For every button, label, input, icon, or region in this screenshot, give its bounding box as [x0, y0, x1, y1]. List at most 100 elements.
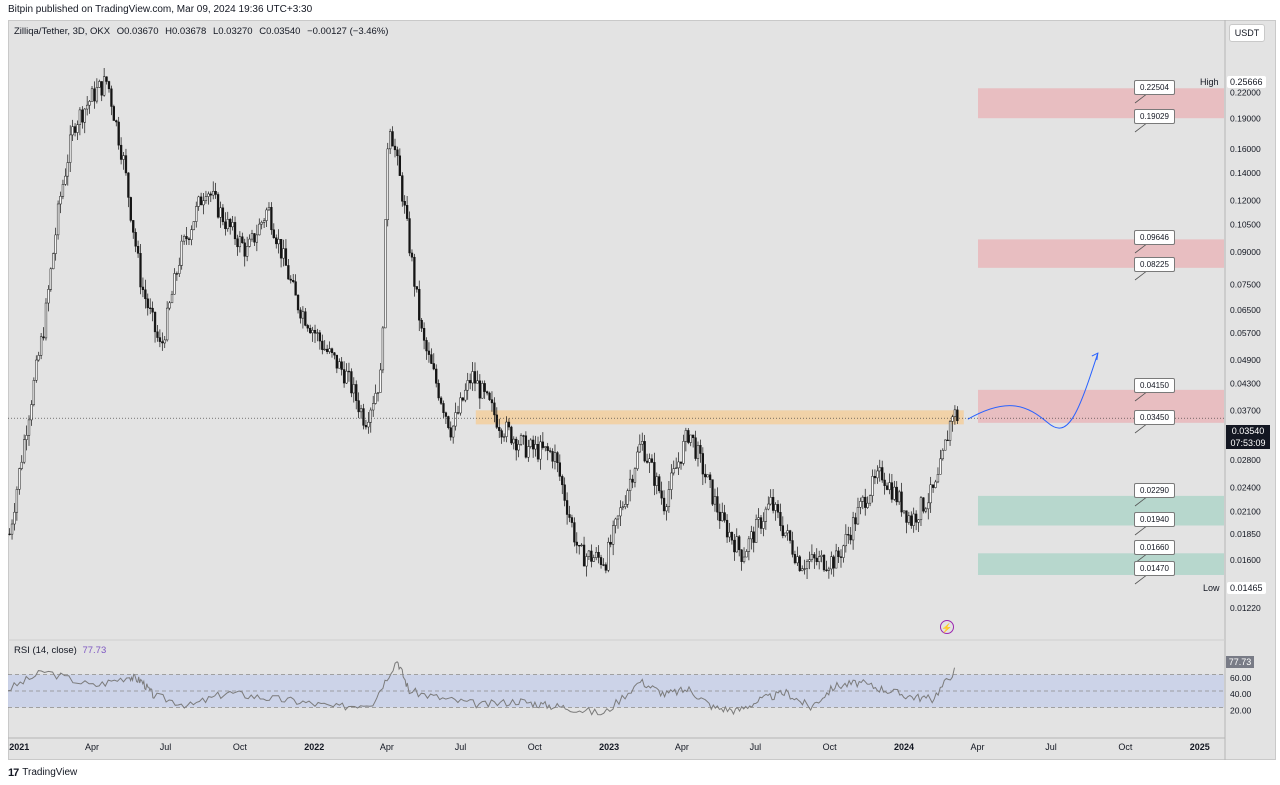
candle-2021-03-02 [66, 154, 69, 186]
annotation-layer [8, 92, 1225, 585]
candle-2023-02-26 [653, 452, 656, 496]
candle-2024-02-27 [948, 419, 952, 446]
candle-body [890, 482, 894, 500]
time-tick-label: Oct [1118, 742, 1133, 752]
chart-canvas[interactable]: 0.300000.220000.190000.160000.140000.120… [8, 20, 1276, 760]
ohlc-high: H0.03678 [165, 26, 207, 37]
candle-2021-03-20 [81, 106, 84, 129]
candle-body [134, 232, 137, 247]
candle-2023-10-21 [844, 524, 847, 553]
candle-body [907, 515, 911, 523]
candle-2021-07-03 [166, 301, 169, 342]
candle-2021-08-26 [209, 191, 212, 202]
candle-body [163, 339, 166, 344]
candle-2023-02-08 [638, 434, 641, 453]
candle-body [711, 479, 714, 505]
candle-body [209, 193, 212, 196]
candle-body [262, 220, 266, 223]
symbol-name[interactable]: Zilliqa/Tether, 3D, OKX [14, 26, 111, 37]
candle-body [372, 403, 375, 411]
candle-body [544, 446, 547, 448]
candle-2022-10-29 [556, 451, 559, 473]
candle-body [898, 491, 901, 503]
candle-body [798, 556, 801, 571]
candle-body [548, 450, 552, 452]
callout-label: 0.01940 [1134, 512, 1175, 527]
candle-2021-10-19 [253, 233, 256, 247]
candle-body [842, 545, 845, 558]
candle-body [313, 329, 317, 334]
candle-body [565, 500, 569, 515]
candle-2023-10-24 [847, 526, 850, 544]
candle-2021-02-06 [47, 285, 50, 312]
candle-2023-06-11 [738, 534, 741, 557]
candle-2023-08-07 [784, 532, 787, 538]
candle-body [941, 449, 944, 460]
candle-body [442, 403, 445, 413]
candle-2022-02-10 [345, 363, 348, 384]
candle-body [774, 504, 777, 511]
ohlc-low: L0.03270 [212, 26, 253, 37]
candle-body [37, 355, 40, 361]
candle-2022-11-25 [578, 544, 581, 555]
candle-2022-04-23 [403, 195, 406, 214]
projection-curve [967, 352, 1099, 429]
candle-2024-01-22 [919, 496, 923, 526]
rsi-legend: RSI (14, close) 77.73 [14, 645, 109, 656]
time-tick-label: Oct [233, 742, 248, 752]
candle-body [864, 496, 867, 508]
candle-2023-07-05 [757, 508, 760, 528]
candle-2022-09-29 [532, 435, 535, 458]
candle-2022-12-19 [597, 545, 600, 564]
candle-2022-02-07 [342, 361, 346, 388]
candle-2022-07-28 [481, 380, 484, 399]
candle-2021-02-27 [64, 168, 67, 186]
price-tick-label: 0.22000 [1230, 87, 1261, 97]
low-value: 0.01465 [1227, 582, 1266, 594]
candle-2022-08-03 [485, 390, 489, 396]
price-tick-label: 0.12000 [1230, 195, 1261, 205]
candle-2023-04-24 [699, 439, 702, 463]
candle-2021-06-06 [144, 279, 147, 309]
candle-2022-05-02 [410, 249, 414, 262]
candle-body [253, 233, 256, 243]
candle-2023-04-30 [704, 464, 707, 484]
candle-2023-11-26 [873, 469, 877, 485]
currency-selector[interactable]: USDT [1229, 24, 1265, 42]
candle-2022-04-17 [398, 148, 402, 176]
candle-2023-12-08 [883, 472, 886, 495]
candle-2022-01-26 [333, 352, 336, 360]
candle-2023-05-09 [711, 479, 714, 507]
candle-body [662, 497, 666, 512]
candle-body [944, 439, 947, 451]
candle-2023-12-05 [881, 460, 884, 483]
candle-body [776, 504, 780, 513]
candle-2021-12-30 [311, 326, 314, 342]
candle-2022-12-25 [602, 558, 605, 567]
candle-body [420, 319, 423, 329]
candle-2022-08-27 [505, 416, 508, 443]
candle-body [834, 550, 838, 569]
candle-2021-07-09 [170, 290, 174, 304]
candle-body [871, 476, 874, 497]
candle-body [578, 545, 581, 547]
candle-body [723, 512, 726, 521]
flash-icon[interactable]: ⚡ [940, 620, 954, 634]
candle-body [432, 363, 435, 370]
candle-body [202, 200, 205, 206]
candle-2021-01-31 [42, 327, 45, 341]
time-tick-label: Apr [85, 742, 99, 752]
candle-2022-05-14 [420, 317, 423, 333]
candle-2023-05-18 [718, 503, 721, 529]
candle-body [788, 530, 792, 541]
candle-2023-10-06 [832, 554, 835, 577]
callout-label: 0.01470 [1134, 561, 1175, 576]
rsi-name[interactable]: RSI (14, close) [14, 645, 77, 656]
candle-body [8, 533, 11, 536]
footer-brand[interactable]: TradingView [22, 767, 78, 778]
tradingview-logo-icon[interactable]: 17 [8, 767, 19, 779]
price-tick-label: 0.04900 [1230, 355, 1261, 365]
candle-body [98, 81, 101, 88]
candle-2021-03-14 [76, 120, 79, 141]
candle-2021-02-15 [54, 227, 57, 261]
